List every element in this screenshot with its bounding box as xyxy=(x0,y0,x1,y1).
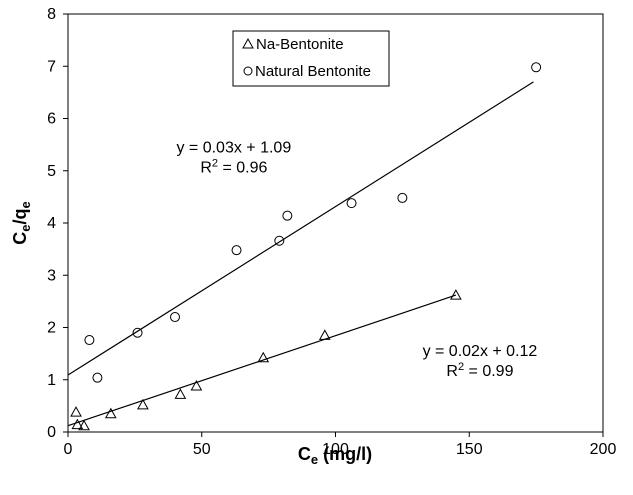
point-na-bentonite xyxy=(257,351,270,363)
x-tick-label: 100 xyxy=(322,441,349,458)
legend-label-na-bentonite: Na-Bentonite xyxy=(256,36,344,53)
annotation-na-bentonite: y = 0.02x + 0.12 R2 = 0.99 xyxy=(423,343,538,380)
point-natural-bentonite xyxy=(170,312,180,323)
point-natural-bentonite xyxy=(92,372,103,383)
y-tick-label: 6 xyxy=(47,111,56,128)
point-na-bentonite xyxy=(78,419,90,431)
trendline-natural-bentonite xyxy=(67,81,534,376)
y-tick-label: 3 xyxy=(47,267,56,284)
y-tick-label: 5 xyxy=(47,163,56,180)
equation-natural-bentonite: y = 0.03x + 1.09 xyxy=(176,139,291,156)
y-tick-label: 4 xyxy=(47,215,56,232)
x-axis-ticks: 0 50 100 150 200 xyxy=(64,432,617,458)
trendline-na-bentonite xyxy=(67,294,457,427)
point-na-bentonite xyxy=(190,379,203,391)
point-na-bentonite xyxy=(450,289,462,300)
y-axis-label: Ce/qe xyxy=(10,201,33,244)
legend-label-natural-bentonite: Natural Bentonite xyxy=(255,63,371,80)
legend: Na-Bentonite Natural Bentonite xyxy=(232,30,390,87)
point-natural-bentonite xyxy=(346,198,357,209)
point-natural-bentonite xyxy=(531,62,542,73)
r-squared-natural-bentonite: R2 = 0.96 xyxy=(200,157,267,176)
y-axis-ticks: 0 1 2 3 4 5 6 7 8 xyxy=(47,6,68,441)
point-natural-bentonite xyxy=(282,210,293,221)
point-natural-bentonite xyxy=(231,245,242,256)
point-natural-bentonite xyxy=(132,327,143,338)
legend-triangle-icon xyxy=(242,37,254,49)
point-natural-bentonite xyxy=(397,192,408,203)
y-tick-label: 7 xyxy=(47,58,56,75)
legend-box xyxy=(232,30,390,87)
y-tick-label: 2 xyxy=(47,320,56,337)
y-tick-label: 1 xyxy=(47,372,56,389)
x-tick-label: 50 xyxy=(193,441,211,458)
y-tick-label: 8 xyxy=(47,6,56,23)
trendlines xyxy=(67,81,534,427)
point-na-bentonite xyxy=(70,406,82,417)
point-na-bentonite xyxy=(71,418,84,430)
x-tick-label: 0 xyxy=(64,441,73,458)
annotation-natural-bentonite: y = 0.03x + 1.09 R2 = 0.96 xyxy=(176,139,291,176)
point-na-bentonite xyxy=(174,388,187,399)
equation-na-bentonite: y = 0.02x + 0.12 xyxy=(423,343,538,360)
legend-circle-icon xyxy=(243,66,253,76)
point-natural-bentonite xyxy=(84,335,95,346)
x-tick-label: 150 xyxy=(456,441,483,458)
r-squared-na-bentonite: R2 = 0.99 xyxy=(446,361,513,380)
point-na-bentonite xyxy=(104,407,117,419)
point-na-bentonite xyxy=(137,398,149,410)
x-tick-label: 200 xyxy=(590,441,617,458)
point-natural-bentonite xyxy=(274,235,285,246)
point-na-bentonite xyxy=(318,329,331,340)
y-tick-label: 0 xyxy=(47,424,56,441)
data-points xyxy=(70,62,542,431)
x-axis-label: Ce (mg/l) xyxy=(298,444,372,467)
